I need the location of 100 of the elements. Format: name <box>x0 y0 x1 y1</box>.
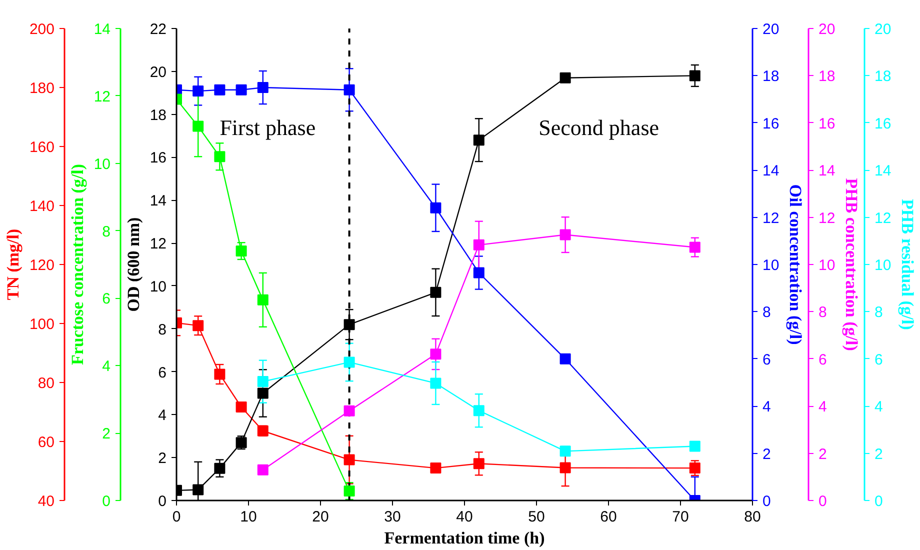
point <box>344 454 355 466</box>
y3-axis-title: TN (mg/l) <box>3 228 22 300</box>
y-tick-label: 6 <box>158 364 166 382</box>
annotation: First phase <box>220 115 316 140</box>
point <box>344 356 355 368</box>
y3-tick-label: 140 <box>29 198 55 215</box>
point <box>430 462 442 474</box>
x-tick-label: 40 <box>456 508 473 526</box>
y-tick-label: 8 <box>158 321 166 338</box>
y2-tick-label: 16 <box>762 115 780 132</box>
y2-tick-label: 8 <box>818 304 827 322</box>
point <box>257 294 268 306</box>
y-tick-label: 2 <box>102 426 110 443</box>
y2-tick-label: 18 <box>762 68 780 86</box>
y-tick-label: 2 <box>158 450 166 468</box>
y2-tick-label: 20 <box>762 21 780 38</box>
y3-tick-label: 40 <box>38 493 55 510</box>
point <box>257 82 268 93</box>
point <box>214 84 226 96</box>
point <box>560 462 571 474</box>
y-tick-label: 4 <box>102 358 110 376</box>
point <box>236 246 247 257</box>
y3-tick-label: 10 <box>874 257 892 274</box>
point <box>473 267 484 278</box>
y3-tick-label: 60 <box>38 434 55 451</box>
y2-tick-label: 8 <box>762 304 771 322</box>
y2-tick-label: 12 <box>762 210 780 227</box>
point <box>430 286 442 298</box>
point <box>560 446 571 457</box>
y-tick-label: 16 <box>150 150 167 167</box>
y-tick-label: 14 <box>94 21 111 38</box>
point <box>560 353 571 364</box>
y-axis-title: OD (600 nm) <box>124 217 143 312</box>
y2-tick-label: 0 <box>818 493 827 510</box>
y-tick-label: 4 <box>158 407 166 424</box>
y3-tick-label: 8 <box>874 304 883 322</box>
point <box>430 348 442 360</box>
y3-axis-title: PHB residual (g/l) <box>898 199 918 330</box>
point <box>560 72 571 84</box>
y-tick-label: 22 <box>150 21 167 38</box>
point <box>430 202 442 214</box>
point <box>257 464 268 476</box>
y2-tick-label: 10 <box>818 257 836 274</box>
point <box>214 368 226 380</box>
point <box>192 86 204 97</box>
y-tick-label: 14 <box>150 192 167 210</box>
y2-tick-label: 20 <box>818 21 836 38</box>
x-tick-label: 10 <box>240 508 257 526</box>
y2-tick-label: 2 <box>818 446 827 463</box>
y2-tick-label: 10 <box>762 257 780 274</box>
y2-tick-label: 16 <box>818 115 836 132</box>
annotation: Second phase <box>538 115 660 140</box>
point <box>473 134 484 146</box>
point <box>560 229 571 240</box>
x-axis-title: Fermentation time (h) <box>384 528 545 548</box>
point <box>473 405 484 416</box>
y3-tick-label: 160 <box>29 139 55 156</box>
y2-tick-label: 4 <box>762 398 771 416</box>
x-tick-label: 50 <box>528 508 545 526</box>
y2-tick-label: 6 <box>762 351 771 368</box>
point <box>689 242 700 253</box>
point <box>257 388 268 399</box>
y-tick-label: 18 <box>150 106 167 124</box>
y-tick-label: 0 <box>102 493 110 510</box>
y-tick-label: 12 <box>150 236 167 253</box>
point <box>236 401 247 412</box>
y2-tick-label: 2 <box>762 446 771 463</box>
y3-tick-label: 0 <box>874 493 883 510</box>
y3-tick-label: 6 <box>874 351 883 368</box>
y2-tick-label: 0 <box>762 493 771 510</box>
y3-tick-label: 200 <box>29 21 55 38</box>
y2-tick-label: 6 <box>818 351 827 368</box>
x-tick-label: 60 <box>600 508 617 526</box>
y3-tick-label: 16 <box>874 115 892 132</box>
y2-tick-label: 12 <box>818 210 836 227</box>
x-tick-label: 30 <box>384 508 401 526</box>
point <box>192 120 204 132</box>
y-tick-label: 10 <box>150 278 167 296</box>
y-tick-label: 0 <box>158 493 166 510</box>
x-tick-label: 0 <box>172 508 181 526</box>
point <box>236 84 247 96</box>
point <box>689 70 700 82</box>
y2-axis-title: Oil concentration (g/l) <box>786 184 806 345</box>
y-tick-label: 12 <box>94 88 111 106</box>
point <box>192 320 204 332</box>
y-tick-label: 10 <box>94 156 111 173</box>
y3-tick-label: 18 <box>874 68 892 86</box>
y3-tick-label: 180 <box>29 80 55 97</box>
y-tick-label: 20 <box>150 64 167 81</box>
point <box>214 462 226 474</box>
y-tick-label: 6 <box>102 290 110 308</box>
y3-tick-label: 14 <box>874 162 892 180</box>
y3-tick-label: 120 <box>29 257 55 274</box>
x-tick-label: 80 <box>744 508 761 526</box>
point <box>344 319 355 330</box>
point <box>473 239 484 250</box>
y3-tick-label: 80 <box>38 375 55 392</box>
point <box>689 440 700 452</box>
y3-tick-label: 4 <box>874 398 883 416</box>
y3-tick-label: 100 <box>29 316 55 333</box>
